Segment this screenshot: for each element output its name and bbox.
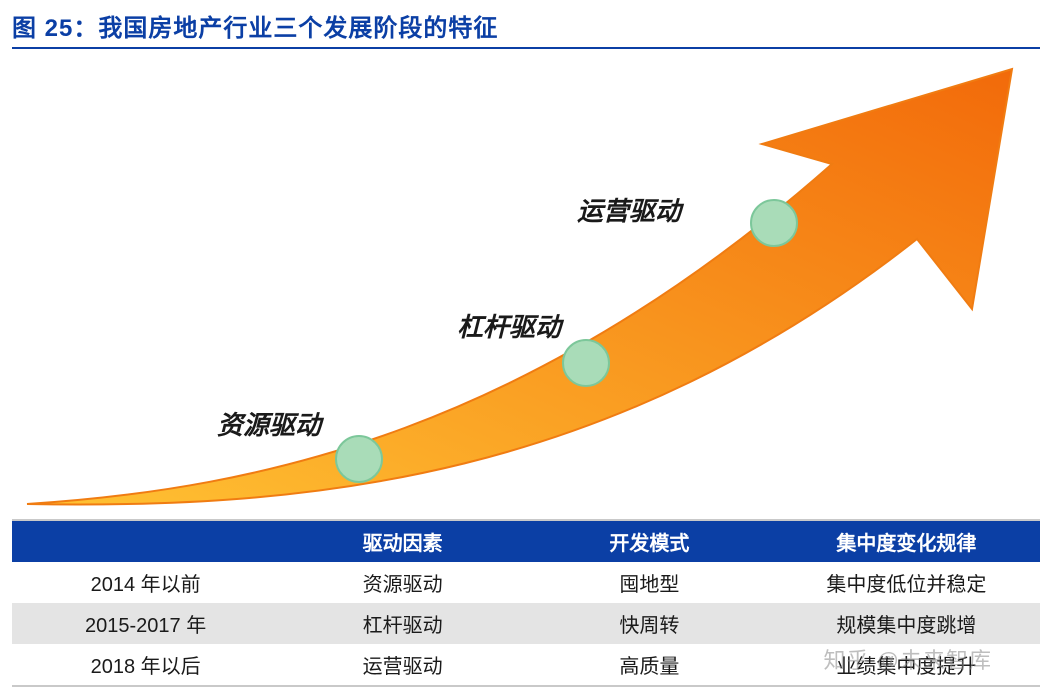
figure-title: 图 25：我国房地产行业三个发展阶段的特征 [12, 8, 498, 43]
stage-label-1: 资源驱动 [217, 405, 321, 442]
growth-arrow-svg [12, 49, 1040, 509]
growth-arrow-diagram: 资源驱动 杠杆驱动 运营驱动 [12, 49, 1040, 509]
cell-driver: 运营驱动 [279, 644, 526, 686]
figure-title-bar: 图 25：我国房地产行业三个发展阶段的特征 [0, 0, 1052, 47]
table-header-mode: 开发模式 [526, 520, 773, 562]
table-row: 2018 年以后 运营驱动 高质量 业绩集中度提升 [12, 644, 1040, 686]
cell-mode: 囤地型 [526, 562, 773, 603]
stage-dot-3 [750, 199, 798, 247]
cell-driver: 资源驱动 [279, 562, 526, 603]
table-row: 2015-2017 年 杠杆驱动 快周转 规模集中度跳增 [12, 603, 1040, 644]
cell-period: 2018 年以后 [12, 644, 279, 686]
stage-dot-2 [562, 339, 610, 387]
table-row: 2014 年以前 资源驱动 囤地型 集中度低位并稳定 [12, 562, 1040, 603]
table-header-driver: 驱动因素 [279, 520, 526, 562]
cell-mode: 高质量 [526, 644, 773, 686]
growth-arrow-path [27, 69, 1012, 504]
stage-table: 驱动因素 开发模式 集中度变化规律 2014 年以前 资源驱动 囤地型 集中度低… [12, 519, 1040, 687]
stage-label-2: 杠杆驱动 [457, 307, 561, 344]
cell-rule: 集中度低位并稳定 [773, 562, 1040, 603]
cell-driver: 杠杆驱动 [279, 603, 526, 644]
cell-mode: 快周转 [526, 603, 773, 644]
table-header-rule: 集中度变化规律 [773, 520, 1040, 562]
table-header-row: 驱动因素 开发模式 集中度变化规律 [12, 520, 1040, 562]
cell-period: 2014 年以前 [12, 562, 279, 603]
stage-table-element: 驱动因素 开发模式 集中度变化规律 2014 年以前 资源驱动 囤地型 集中度低… [12, 519, 1040, 687]
table-header-empty [12, 520, 279, 562]
cell-rule: 业绩集中度提升 [773, 644, 1040, 686]
cell-rule: 规模集中度跳增 [773, 603, 1040, 644]
stage-label-3: 运营驱动 [577, 191, 681, 228]
cell-period: 2015-2017 年 [12, 603, 279, 644]
stage-dot-1 [335, 435, 383, 483]
